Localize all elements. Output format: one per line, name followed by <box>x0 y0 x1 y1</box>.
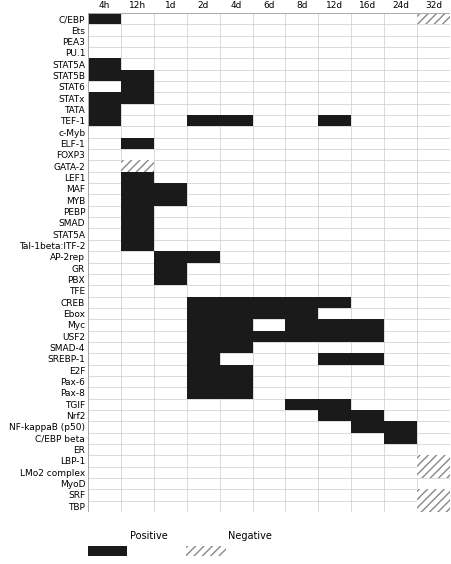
Bar <box>186 376 252 387</box>
Bar <box>186 331 383 342</box>
Bar <box>186 115 252 126</box>
Bar <box>186 364 252 376</box>
Bar <box>416 466 449 478</box>
Bar <box>318 115 350 126</box>
Bar <box>416 455 449 466</box>
Bar <box>120 138 153 149</box>
Bar <box>120 228 153 240</box>
Bar <box>416 13 449 24</box>
Bar <box>186 387 252 399</box>
Text: Negative: Negative <box>227 531 271 541</box>
Bar <box>120 206 153 217</box>
Bar <box>88 115 120 126</box>
Bar <box>318 410 383 421</box>
Bar <box>186 297 350 308</box>
Bar <box>383 433 416 444</box>
Bar <box>153 262 186 274</box>
Bar <box>88 13 120 24</box>
Bar <box>153 251 219 262</box>
Bar <box>186 308 318 319</box>
Bar <box>416 501 449 512</box>
Bar <box>120 160 153 172</box>
Bar <box>350 421 416 433</box>
Bar <box>186 342 252 353</box>
Bar <box>318 353 383 364</box>
Bar <box>120 81 153 92</box>
Bar <box>88 58 120 70</box>
Bar <box>120 183 186 195</box>
Bar <box>186 319 252 331</box>
Bar <box>120 217 153 228</box>
Bar <box>88 92 153 104</box>
Bar <box>120 195 186 206</box>
Bar <box>153 274 186 285</box>
Bar <box>285 399 350 410</box>
Bar <box>120 172 153 183</box>
Bar <box>416 490 449 501</box>
Bar <box>88 70 153 81</box>
Bar <box>120 240 153 251</box>
Bar <box>285 319 383 331</box>
Text: Positive: Positive <box>129 531 167 541</box>
Bar <box>186 353 219 364</box>
Bar <box>88 104 120 115</box>
